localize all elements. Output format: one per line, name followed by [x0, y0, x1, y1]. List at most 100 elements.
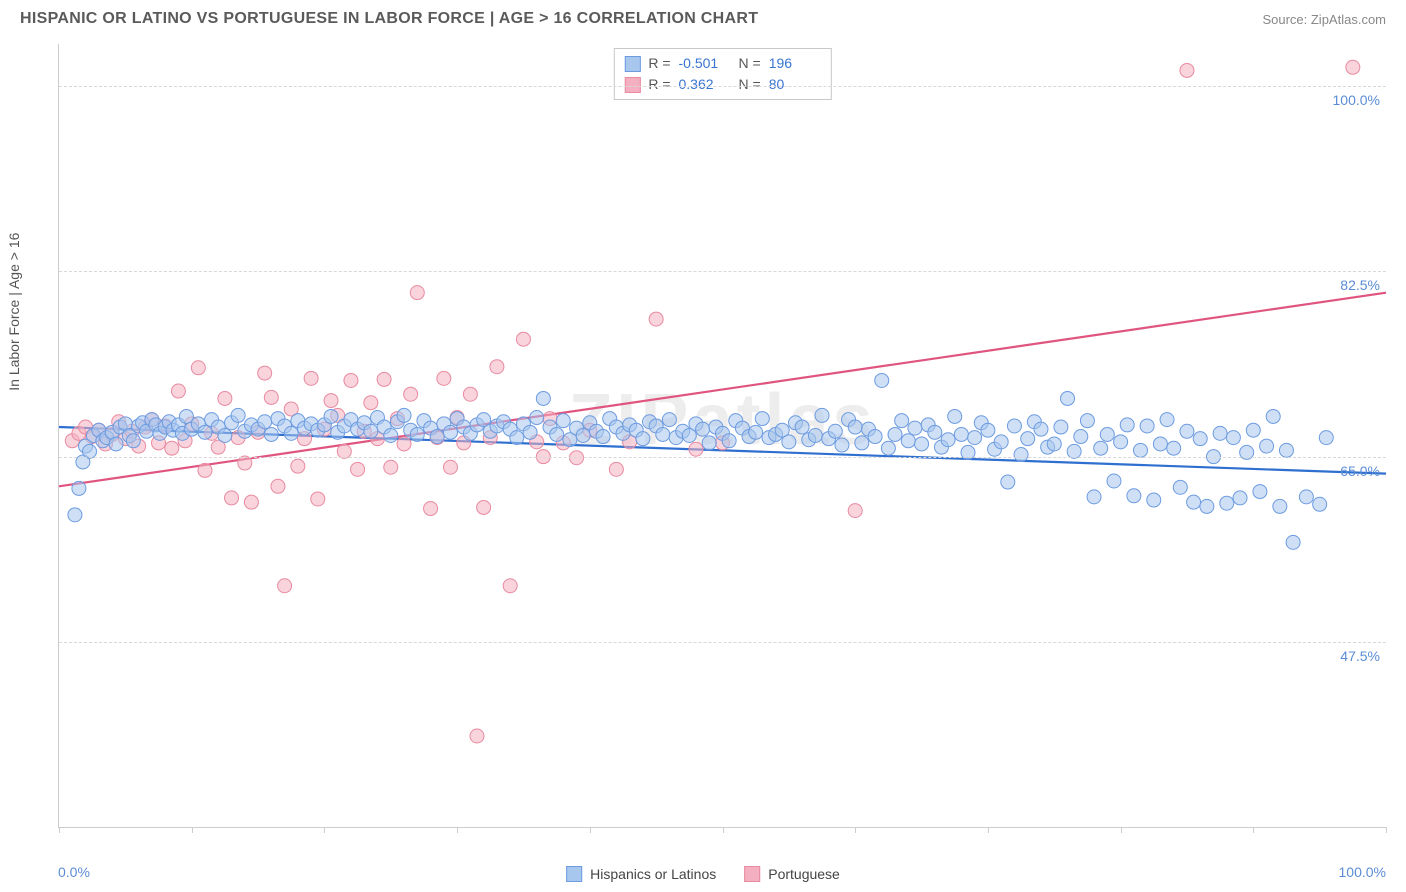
data-point	[954, 427, 968, 441]
n-value: 196	[769, 53, 821, 74]
data-point	[915, 437, 929, 451]
data-point	[696, 422, 710, 436]
data-point	[556, 414, 570, 428]
y-tick-label: 100.0%	[1333, 92, 1380, 108]
data-point	[1054, 420, 1068, 434]
data-point	[881, 441, 895, 455]
x-tick	[59, 827, 60, 833]
data-point	[875, 373, 889, 387]
gridline	[59, 86, 1386, 87]
data-point	[908, 421, 922, 435]
data-point	[109, 437, 123, 451]
legend-label: Portuguese	[768, 866, 840, 882]
data-point	[1299, 490, 1313, 504]
data-point	[795, 420, 809, 434]
data-point	[1100, 427, 1114, 441]
data-point	[424, 502, 438, 516]
data-point	[384, 429, 398, 443]
legend-stats: R = -0.501 N = 196 R = 0.362 N = 80	[613, 48, 831, 100]
data-point	[516, 332, 530, 346]
data-point	[596, 430, 610, 444]
data-point	[324, 409, 338, 423]
data-point	[636, 432, 650, 446]
x-tick	[855, 827, 856, 833]
legend-item: Portuguese	[744, 866, 840, 882]
data-point	[443, 425, 457, 439]
data-point	[1286, 535, 1300, 549]
data-point	[828, 424, 842, 438]
x-tick	[590, 827, 591, 833]
data-point	[530, 411, 544, 425]
data-point	[1226, 431, 1240, 445]
data-point	[225, 491, 239, 505]
data-point	[463, 387, 477, 401]
data-point	[1047, 437, 1061, 451]
data-point	[656, 427, 670, 441]
data-point	[815, 408, 829, 422]
data-point	[1193, 432, 1207, 446]
data-point	[191, 361, 205, 375]
data-point	[264, 427, 278, 441]
r-label: R =	[648, 74, 670, 95]
data-point	[490, 360, 504, 374]
data-point	[1260, 439, 1274, 453]
data-point	[1346, 60, 1360, 74]
data-point	[1180, 424, 1194, 438]
legend-swatch	[566, 866, 582, 882]
data-point	[410, 286, 424, 300]
data-point	[868, 430, 882, 444]
y-tick-label: 82.5%	[1340, 277, 1380, 293]
data-point	[364, 424, 378, 438]
data-point	[126, 434, 140, 448]
x-tick	[192, 827, 193, 833]
data-point	[278, 579, 292, 593]
data-point	[1140, 419, 1154, 433]
n-value: 80	[769, 74, 821, 95]
data-point	[782, 435, 796, 449]
data-point	[1074, 430, 1088, 444]
y-axis-title: In Labor Force | Age > 16	[6, 233, 22, 391]
data-point	[994, 435, 1008, 449]
data-point	[1007, 419, 1021, 433]
header: HISPANIC OR LATINO VS PORTUGUESE IN LABO…	[0, 0, 1406, 44]
data-point	[808, 429, 822, 443]
data-point	[1313, 497, 1327, 511]
data-point	[609, 462, 623, 476]
data-point	[536, 391, 550, 405]
data-point	[1061, 391, 1075, 405]
data-point	[1213, 426, 1227, 440]
data-point	[523, 425, 537, 439]
n-label: N =	[739, 74, 761, 95]
data-point	[397, 437, 411, 451]
legend-swatch	[624, 56, 640, 72]
data-point	[1087, 490, 1101, 504]
data-point	[1120, 418, 1134, 432]
data-point	[1233, 491, 1247, 505]
data-point	[570, 451, 584, 465]
data-point	[1094, 441, 1108, 455]
data-point	[218, 391, 232, 405]
data-point	[470, 729, 484, 743]
chart-title: HISPANIC OR LATINO VS PORTUGUESE IN LABO…	[20, 10, 758, 28]
data-point	[244, 495, 258, 509]
data-point	[1134, 443, 1148, 457]
data-point	[848, 504, 862, 518]
legend-label: Hispanics or Latinos	[590, 866, 716, 882]
data-point	[1034, 422, 1048, 436]
data-point	[404, 387, 418, 401]
n-label: N =	[739, 53, 761, 74]
data-point	[1021, 432, 1035, 446]
x-tick	[1121, 827, 1122, 833]
x-tick	[723, 827, 724, 833]
data-point	[1187, 495, 1201, 509]
data-point	[477, 500, 491, 514]
data-point	[855, 436, 869, 450]
data-point	[1253, 485, 1267, 499]
legend-series: Hispanics or Latinos Portuguese	[566, 866, 840, 882]
data-point	[437, 371, 451, 385]
data-point	[291, 459, 305, 473]
data-point	[1001, 475, 1015, 489]
data-point	[503, 579, 517, 593]
chart-container: ZIPatlas R = -0.501 N = 196 R = 0.362 N …	[58, 44, 1386, 828]
y-tick-label: 65.0%	[1340, 463, 1380, 479]
